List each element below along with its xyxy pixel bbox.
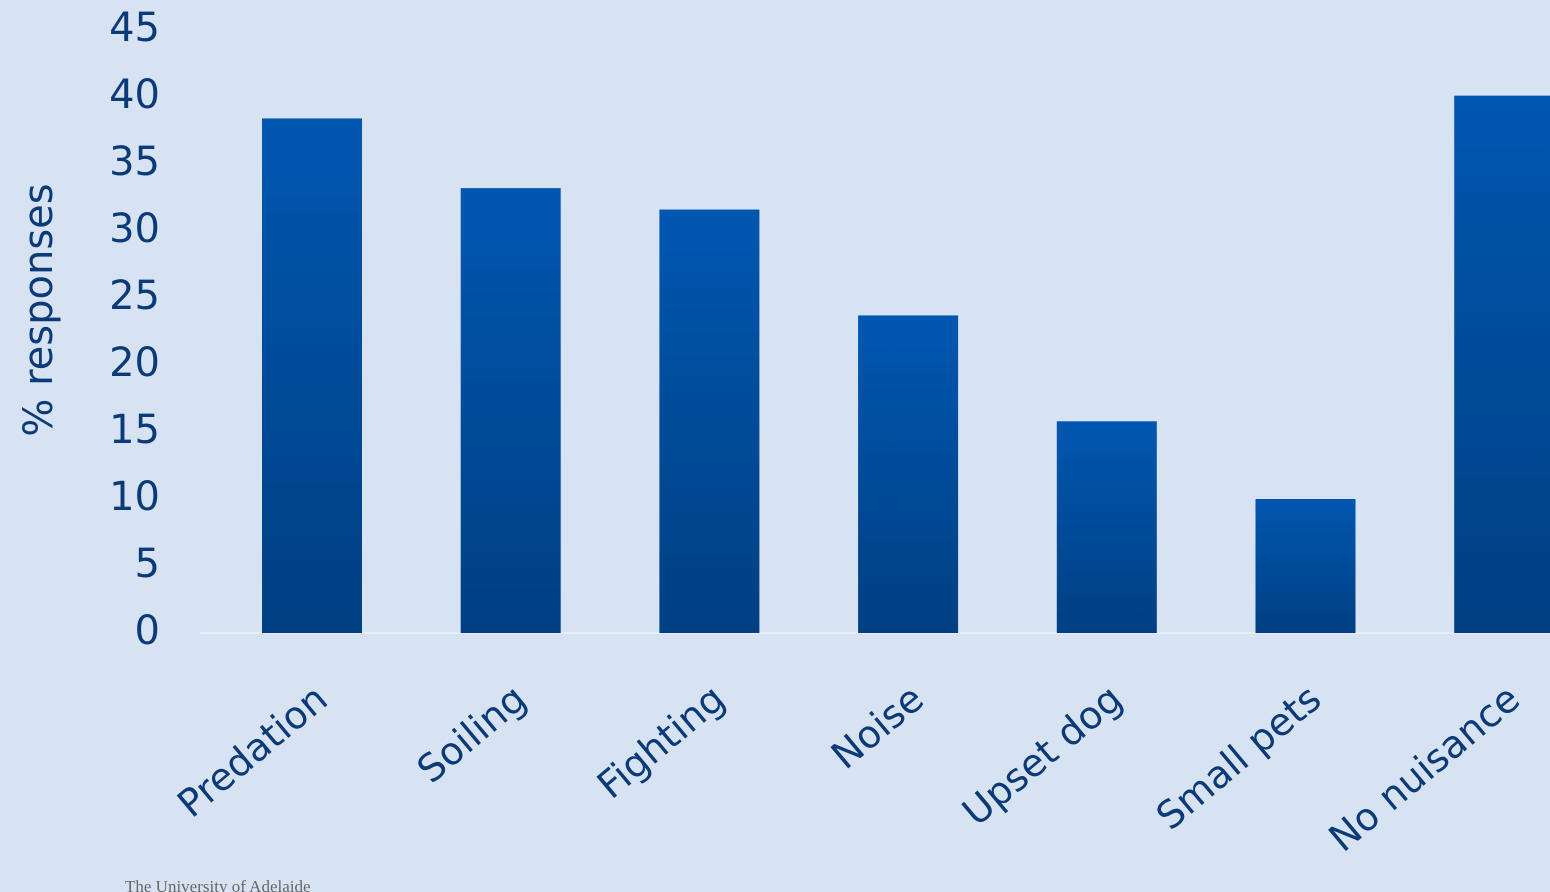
y-tick-label: 15 [109, 407, 160, 453]
bar [659, 210, 759, 633]
y-tick-label: 25 [109, 273, 160, 319]
y-tick-label: 20 [109, 340, 160, 386]
bar [461, 188, 561, 633]
y-tick-label: 40 [109, 72, 160, 118]
bar [262, 118, 362, 633]
y-axis-label: % responses [16, 183, 62, 436]
y-tick-label: 30 [109, 206, 160, 252]
chart: % responses The University of Adelaide 0… [0, 0, 1550, 892]
bar [858, 315, 958, 633]
y-tick-label: 0 [135, 608, 160, 654]
y-tick-label: 5 [135, 541, 160, 587]
bar [1256, 499, 1356, 633]
y-tick-label: 10 [109, 474, 160, 520]
y-tick-label: 45 [109, 5, 160, 51]
bar [1454, 96, 1550, 633]
bar [1057, 421, 1157, 633]
y-tick-label: 35 [109, 139, 160, 185]
footer: The University of Adelaide [125, 877, 311, 892]
